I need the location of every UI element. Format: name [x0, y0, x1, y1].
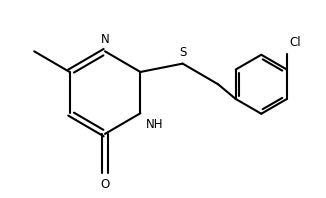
Text: O: O [100, 178, 110, 191]
Text: Cl: Cl [289, 36, 301, 49]
Text: N: N [101, 33, 110, 46]
Text: NH: NH [146, 118, 164, 131]
Text: S: S [179, 46, 186, 59]
